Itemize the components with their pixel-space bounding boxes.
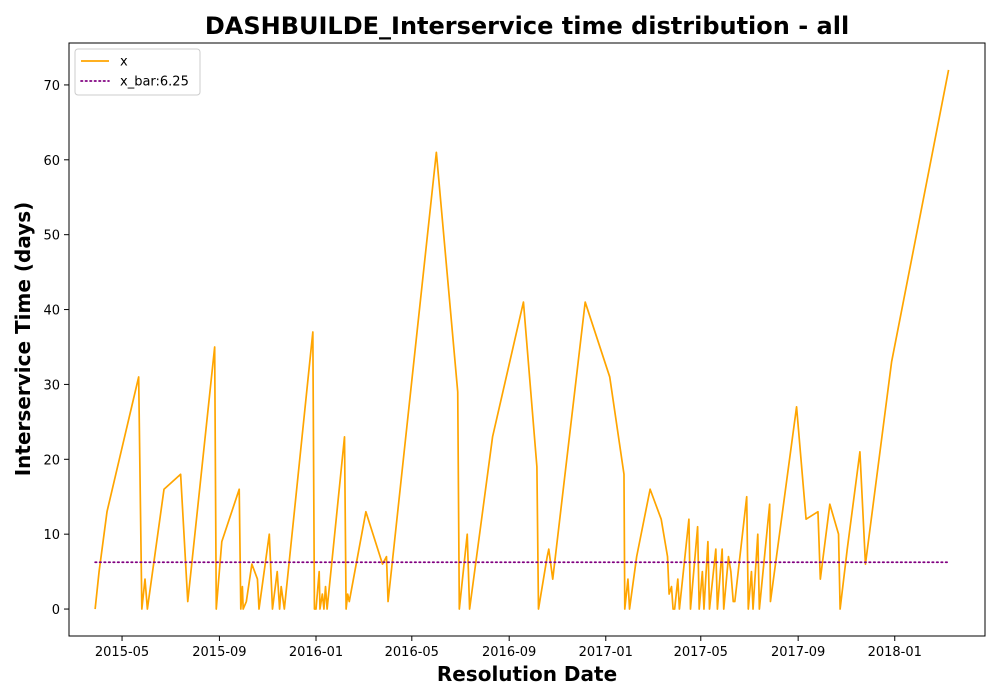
y-tick-label: 60 [43,154,60,169]
y-tick-label: 10 [43,528,60,543]
y-tick-label: 0 [52,603,60,618]
legend-label: x_bar:6.25 [120,75,189,90]
y-axis-title: Interservice Time (days) [11,202,35,477]
x-tick-label: 2015-05 [95,645,149,660]
y-tick-label: 50 [43,229,60,244]
x-tick-label: 2015-09 [192,645,246,660]
legend: x x_bar:6.25 [74,48,201,96]
legend-label: x [120,55,128,70]
x-tick-label: 2017-01 [579,645,633,660]
series-line-x [94,69,950,610]
chart-title: DASHBUILDE_Interservice time distributio… [205,12,849,40]
y-tick-label: 20 [43,453,60,468]
x-axis-ticks: 2015-05 2015-09 2016-01 2016-05 2016-09 2017-… [95,636,922,660]
x-tick-label: 2017-05 [674,645,728,660]
x-tick-label: 2017-09 [771,645,825,660]
plot-area [68,42,986,637]
x-axis-title: Resolution Date [437,662,617,686]
x-tick-label: 2016-09 [482,645,536,660]
y-tick-label: 30 [43,378,60,393]
y-tick-label: 40 [43,304,60,319]
plot-frame [68,42,986,637]
y-axis-ticks: 0 10 20 30 40 50 60 70 [43,79,69,618]
x-tick-label: 2016-05 [385,645,439,660]
x-tick-label: 2016-01 [289,645,343,660]
y-tick-label: 70 [43,79,60,94]
x-tick-label: 2018-01 [868,645,922,660]
